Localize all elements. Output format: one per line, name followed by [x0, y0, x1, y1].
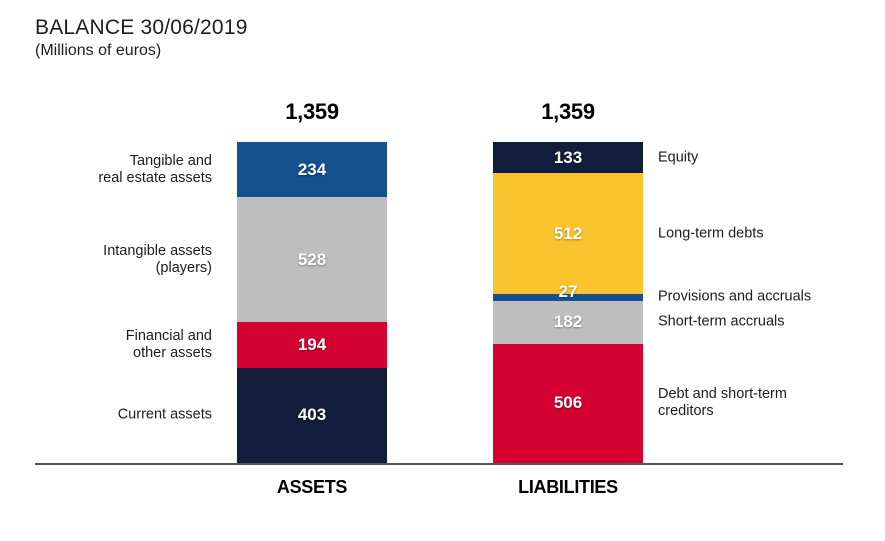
segment-label: Short-term accruals	[658, 314, 785, 331]
segment-value: 194	[297, 334, 327, 354]
segment-value: 506	[553, 393, 583, 413]
segment-label: Current assets	[118, 407, 212, 424]
page-title: BALANCE 30/06/2019	[35, 16, 248, 39]
segment-label-line: Current assets	[117, 406, 212, 423]
bar-segment: 403	[237, 367, 387, 463]
segment-label-line: Provisions and accruals	[658, 288, 812, 305]
baseline-axis	[35, 463, 843, 465]
bar-segment: 528	[237, 197, 387, 322]
assets-column: 234 528 194 403	[237, 142, 387, 463]
segment-label: Debt and short-term creditors	[658, 386, 787, 420]
axis-label-liabilities: LIABILITIES	[518, 477, 618, 497]
segment-value: 133	[553, 147, 583, 167]
segment-label-line: Equity	[658, 149, 699, 166]
segment-value: 27	[558, 282, 578, 302]
segment-label-line: (players)	[155, 259, 212, 276]
page-subtitle: (Millions of euros)	[35, 42, 162, 59]
segment-label: Tangible and real estate assets	[98, 153, 212, 187]
bar-segment: 182	[493, 300, 643, 344]
segment-label-line: creditors	[658, 403, 714, 420]
segment-label-line: real estate assets	[98, 169, 212, 186]
segment-value: 512	[553, 223, 583, 243]
segment-label-line: other assets	[133, 344, 212, 361]
bar-segment: 133	[493, 142, 643, 174]
bar-segment: 234	[237, 142, 387, 198]
bar-segment: 506	[493, 343, 643, 463]
segment-label-line: Tangible and	[129, 152, 212, 169]
segment-label-line: Debt and short-term	[658, 386, 787, 403]
segment-label: Financial and other assets	[126, 328, 212, 362]
axis-label-assets: ASSETS	[276, 477, 348, 497]
segment-label: Long-term debts	[658, 225, 764, 242]
segment-label-line: Intangible assets	[103, 242, 212, 259]
bar-segment: 512	[493, 173, 643, 295]
segment-label-line: Financial and	[125, 327, 212, 344]
liabilities-column: 133 512 27 182 506	[493, 142, 643, 463]
bar-segment: 194	[237, 321, 387, 368]
segment-label: Provisions and accruals	[658, 289, 811, 306]
segment-label: Equity	[658, 149, 698, 166]
segment-value: 528	[297, 249, 327, 269]
segment-value: 403	[297, 405, 327, 425]
segment-label: Intangible assets (players)	[103, 243, 212, 277]
bar-segment: 27	[493, 282, 643, 301]
segment-label-line: Short-term accruals	[658, 313, 785, 330]
column-total: 1,359	[541, 99, 595, 124]
column-total: 1,359	[285, 99, 339, 124]
segment-label-line: Long-term debts	[658, 225, 764, 242]
segment-value: 182	[553, 312, 583, 332]
segment-value: 234	[297, 159, 327, 179]
